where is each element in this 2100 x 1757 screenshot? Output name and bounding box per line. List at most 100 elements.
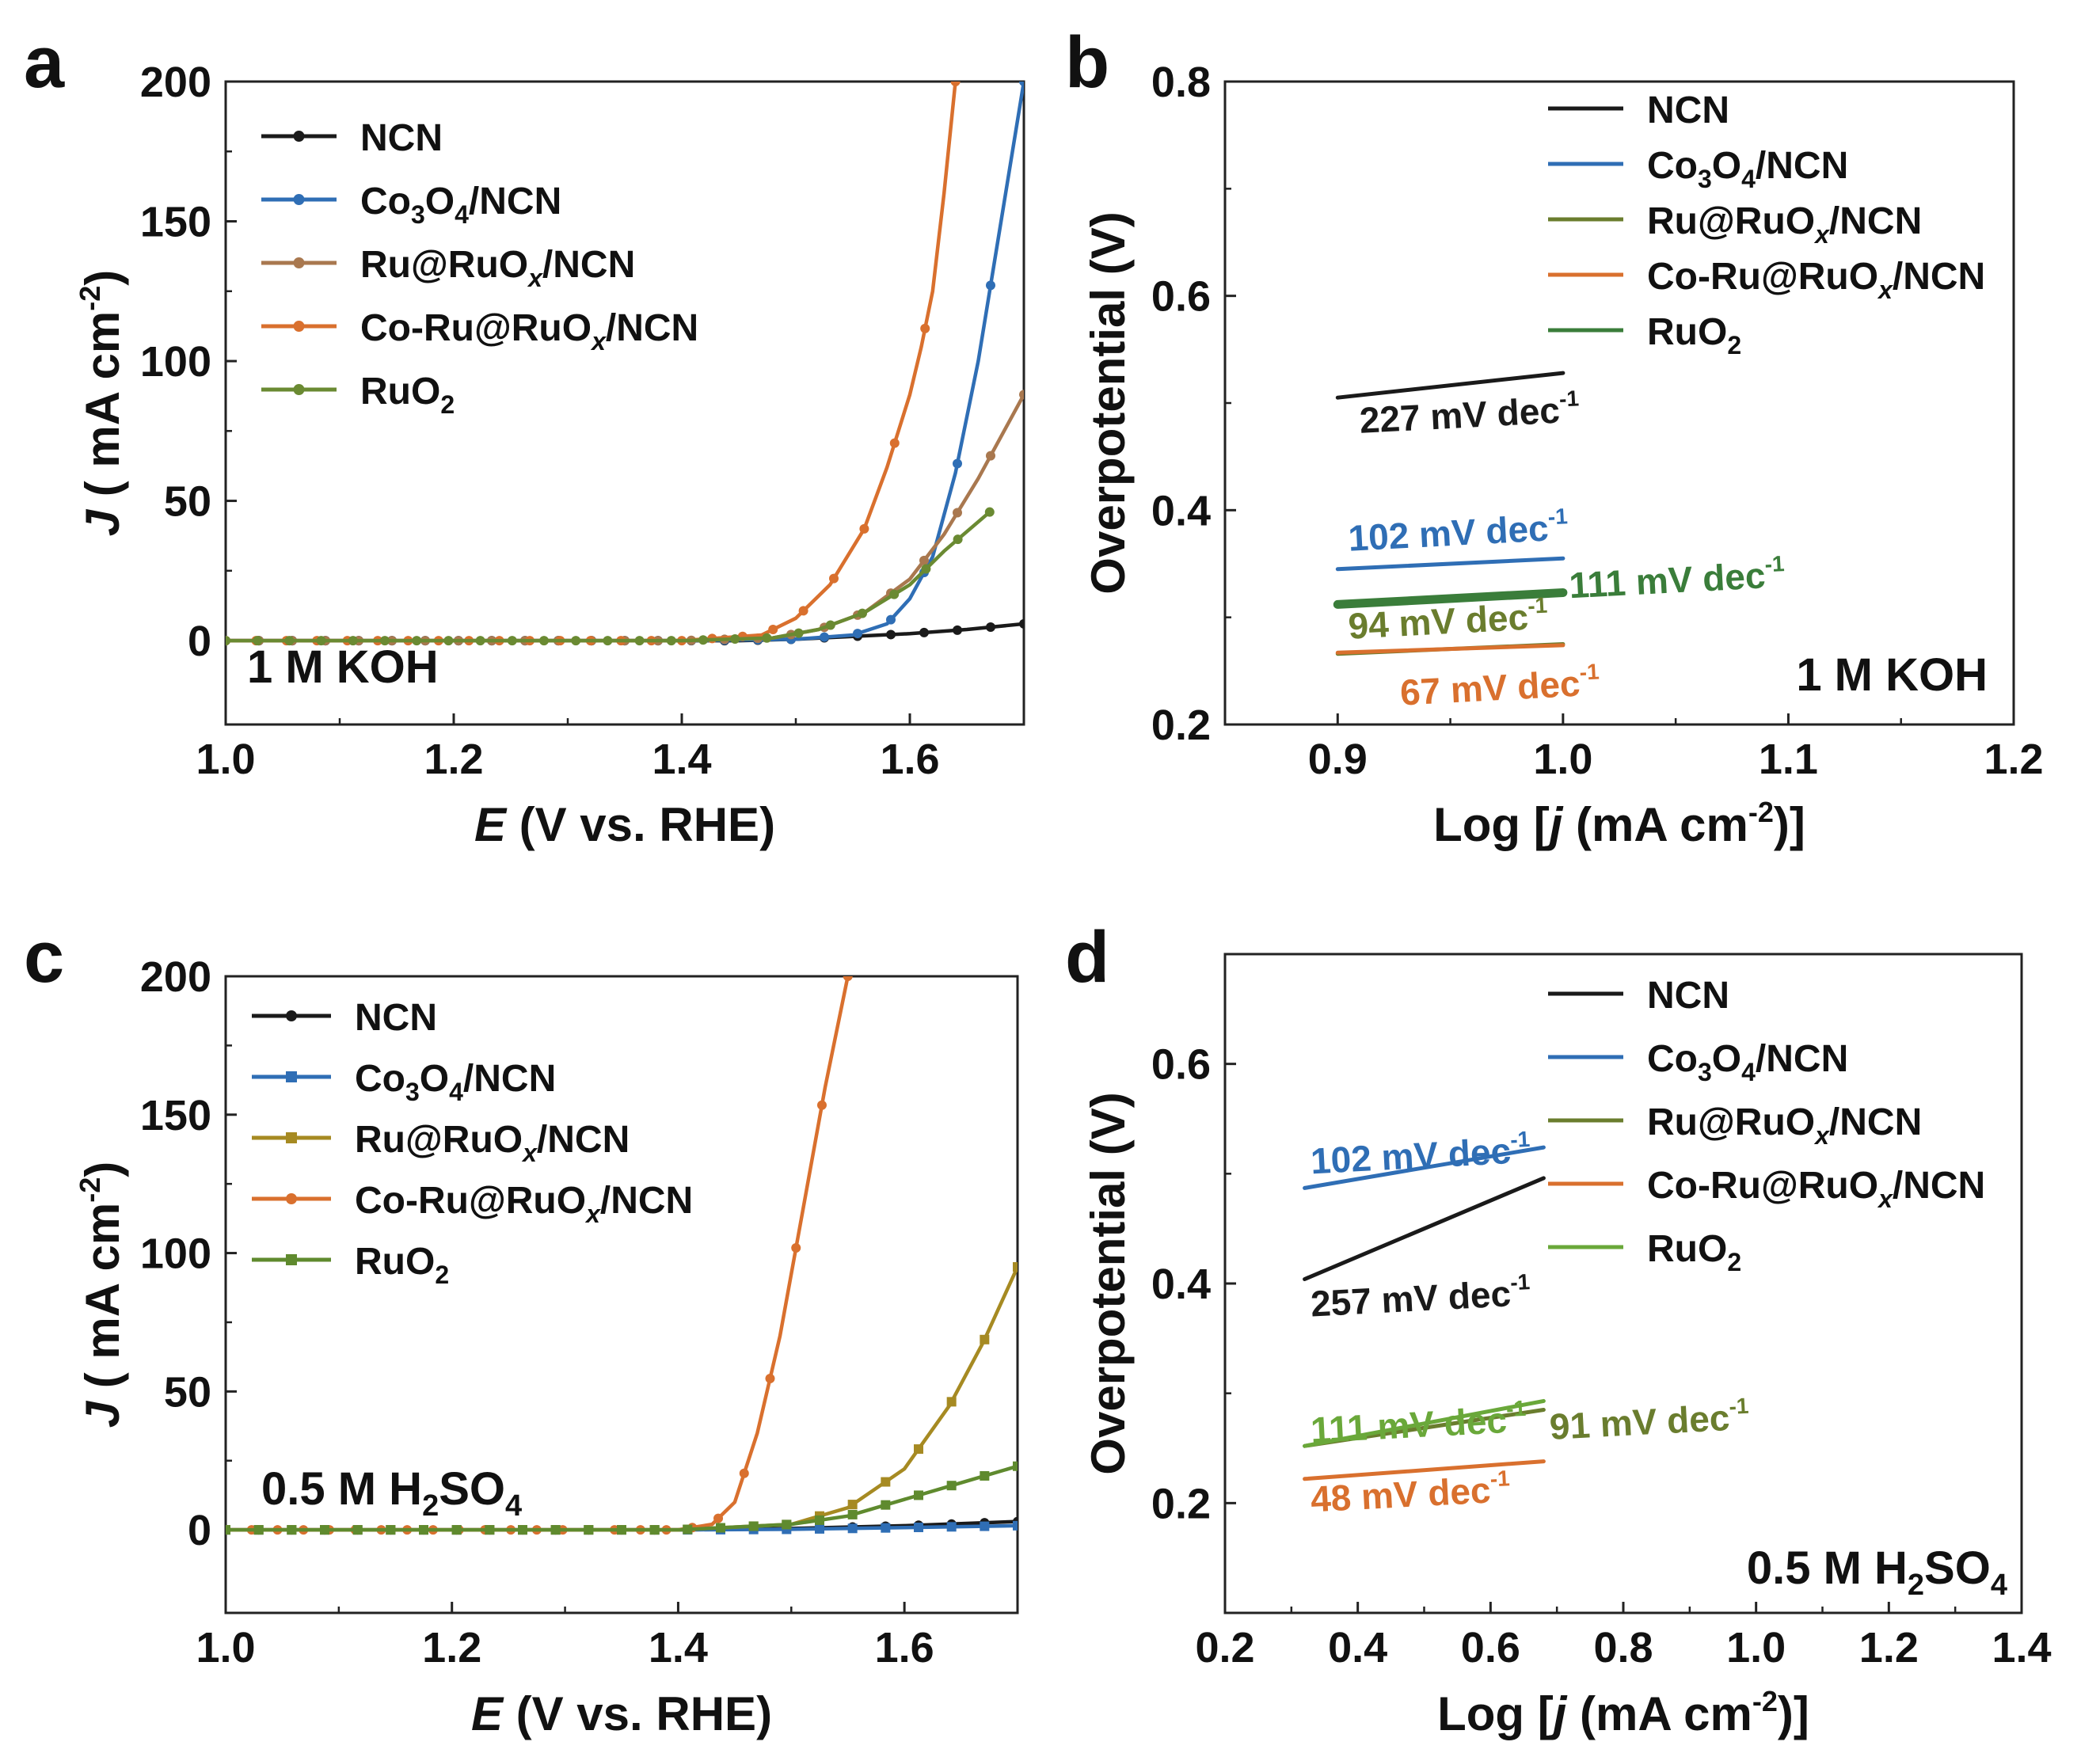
data-point: [698, 635, 708, 645]
data-point: [683, 1524, 693, 1535]
x-tick-label: 1.4: [652, 736, 711, 783]
data-point: [953, 508, 962, 518]
tafel-slope-label: 227 mV dec-1: [1358, 386, 1581, 440]
legend-marker: [293, 131, 305, 142]
data-point: [412, 636, 422, 646]
series-line-RuO2: [226, 510, 992, 643]
data-point: [919, 627, 929, 637]
data-point: [859, 523, 869, 534]
tafel-slope-label: 102 mV dec-1: [1310, 1127, 1532, 1181]
series-line-Co3O4/NCN: [1335, 556, 1565, 572]
y-axis-label: J ( mA cm-2): [74, 270, 129, 537]
series-line-RuO2: [1333, 588, 1568, 609]
x-axis-label: E (V vs. RHE): [471, 1687, 772, 1740]
data-point: [649, 1525, 660, 1535]
data-point: [419, 1525, 428, 1535]
y-tick-label: 0.2: [1151, 702, 1211, 749]
data-point: [886, 614, 896, 625]
y-tick-label: 100: [140, 1230, 211, 1278]
electrolyte-label: 0.5 M H2SO4: [1747, 1542, 2007, 1602]
data-point: [507, 636, 517, 646]
panel-letter: a: [24, 22, 65, 103]
plot-frame: [224, 975, 1019, 1614]
data-point: [914, 1523, 923, 1533]
data-point: [798, 606, 808, 616]
legend-label: Ru@RuOx/NCN: [1647, 200, 1922, 249]
tafel-slope-label: 111 mV dec-1: [1568, 551, 1786, 606]
legend-marker: [293, 194, 305, 205]
data-point: [584, 1525, 594, 1535]
data-point: [1019, 618, 1024, 629]
data-point: [815, 1515, 824, 1525]
data-point: [475, 636, 485, 646]
data-point: [316, 636, 326, 646]
panel-c: c 1.0 1.2 1.4 1.6 0 50 100 150 200 E (V vs. RHE) J …: [24, 917, 1019, 1740]
data-point: [716, 1523, 725, 1533]
electrolyte-label: 0.5 M H2SO4: [261, 1463, 522, 1523]
y-tick-label: 0.2: [1151, 1480, 1211, 1527]
data-point: [843, 976, 853, 981]
legend-marker: [286, 1254, 297, 1265]
tafel-slope-label: 102 mV dec-1: [1347, 504, 1569, 558]
data-point: [739, 1468, 749, 1478]
legend-marker: [293, 257, 305, 268]
data-point: [253, 1525, 264, 1535]
data-point: [889, 589, 900, 599]
data-point: [666, 636, 676, 646]
data-point: [980, 1334, 990, 1344]
x-axis-label: Log [j (mA cm-2)]: [1433, 796, 1805, 851]
series-line-NCN: [1335, 371, 1565, 400]
data-point: [485, 1525, 495, 1535]
panel-d: d 0.2 0.4 0.6 0.8 1.0 1.2 1.4 0.2 0.4 0.6 Log [j (m…: [1065, 917, 2052, 1740]
data-point: [986, 280, 995, 291]
data-point: [284, 636, 295, 646]
legend-label: RuO2: [1647, 311, 1741, 359]
data-point: [820, 632, 829, 642]
data-point: [914, 1490, 923, 1500]
data-point: [953, 458, 962, 469]
electrolyte-label: 1 M KOH: [247, 641, 439, 693]
data-point: [713, 1513, 724, 1523]
data-point: [825, 620, 835, 630]
x-tick-label: 1.2: [1859, 1624, 1919, 1671]
data-point: [881, 1500, 891, 1510]
y-axis-label: J ( mA cm-2): [74, 1162, 129, 1428]
tafel-slope-label: 91 mV dec-1: [1548, 1394, 1750, 1447]
data-point: [914, 1444, 923, 1455]
data-point: [765, 1373, 775, 1383]
panel-letter: c: [24, 917, 64, 998]
data-point: [986, 451, 995, 461]
y-tick-label: 0.6: [1151, 1041, 1211, 1089]
y-tick-label: 50: [164, 1368, 211, 1416]
data-point: [920, 323, 930, 333]
series-line-Co-Ru@RuOx/NCN: [226, 82, 957, 643]
data-point: [853, 629, 862, 639]
x-tick-label: 0.4: [1328, 1624, 1387, 1671]
data-point: [1019, 390, 1024, 400]
data-point: [946, 1397, 957, 1407]
data-point: [953, 534, 963, 545]
tafel-slope-label: 94 mV dec-1: [1347, 593, 1549, 647]
x-axis-label: E (V vs. RHE): [474, 798, 775, 851]
data-point: [980, 1521, 990, 1531]
data-point: [858, 608, 867, 618]
x-tick-label: 1.1: [1759, 736, 1818, 783]
tafel-slope-label: 257 mV dec-1: [1310, 1269, 1532, 1324]
legend-label: Ru@RuOx/NCN: [1647, 1101, 1922, 1150]
data-point: [1019, 82, 1024, 86]
data-point: [946, 1522, 957, 1532]
series-line-NCN: [1303, 1176, 1546, 1281]
series-group: [226, 976, 1018, 1535]
data-point: [953, 625, 962, 635]
x-tick-label: 1.2: [422, 1624, 481, 1671]
data-point: [730, 634, 740, 645]
data-point: [603, 636, 613, 646]
electrolyte-label: 1 M KOH: [1796, 649, 1988, 701]
data-point: [539, 636, 549, 646]
data-point: [386, 1525, 396, 1535]
data-point: [768, 624, 778, 634]
legend-label: Co-Ru@RuOx/NCN: [355, 1180, 693, 1228]
series-line-Co-Ru@RuOx/NCN: [1335, 643, 1565, 655]
data-point: [226, 636, 230, 646]
